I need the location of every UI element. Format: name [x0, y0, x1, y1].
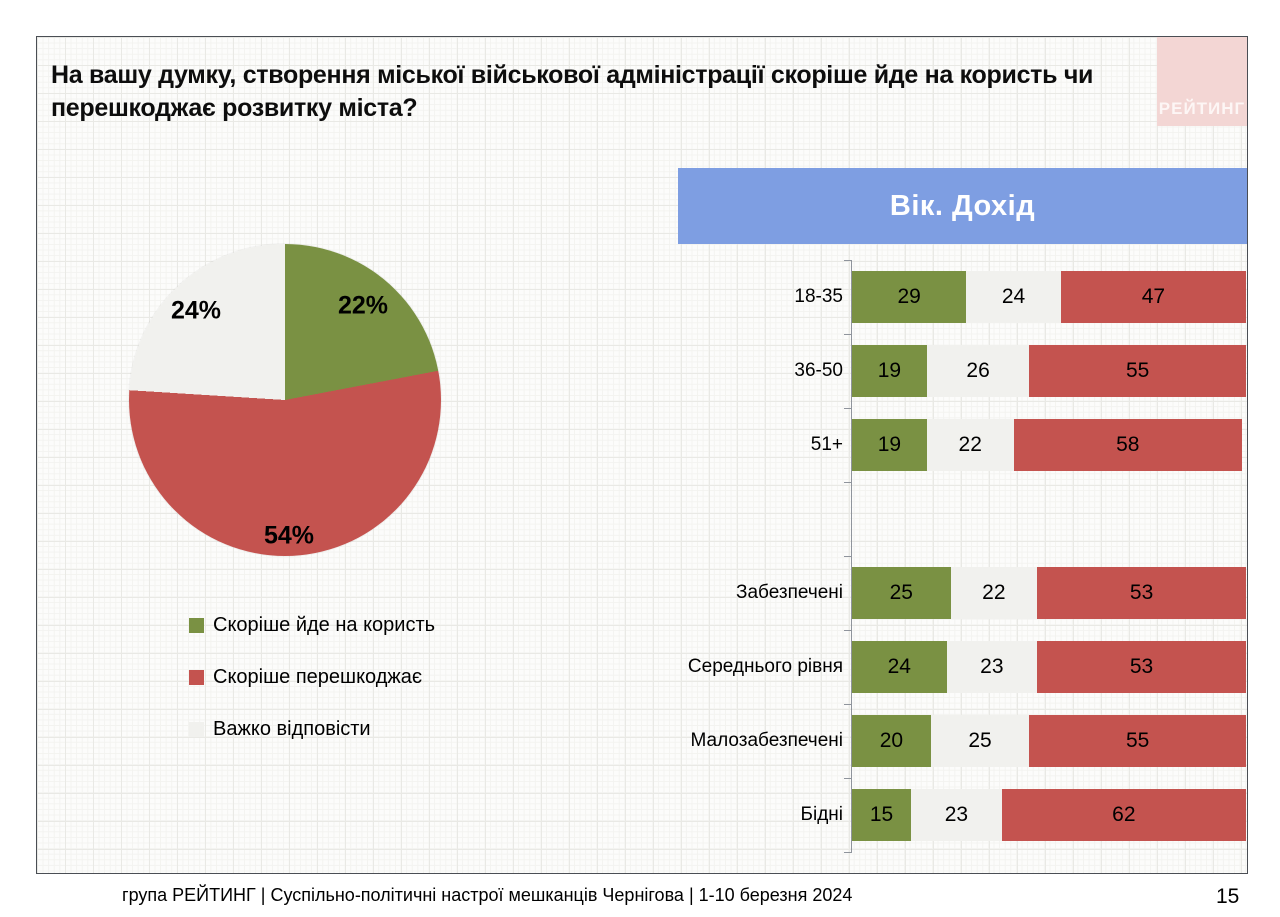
axis-tick — [844, 408, 851, 409]
bar-segment: 20 — [852, 715, 931, 767]
bar-value-label: 23 — [980, 655, 1004, 678]
axis-tick — [844, 556, 851, 557]
pie-value-label-benefit: 22% — [337, 291, 389, 320]
bar-segment: 19 — [852, 345, 927, 397]
bar-segment: 55 — [1029, 345, 1246, 397]
axis-tick — [844, 260, 851, 261]
bar-value-label: 58 — [1116, 433, 1140, 456]
panel-header-label: Вік. Дохід — [889, 189, 1036, 222]
axis-tick — [844, 334, 851, 335]
bar-segment: 23 — [946, 641, 1038, 693]
rating-logo: РЕЙТИНГ — [1157, 37, 1247, 126]
bar-value-label: 15 — [869, 803, 894, 826]
bar-value-label: 25 — [968, 729, 992, 752]
pie-value-label-hard-to-say: 24% — [170, 296, 222, 325]
bar-segment: 22 — [950, 567, 1038, 619]
bar-row: 25 22 53 — [852, 567, 1246, 619]
bar-row: 19 26 55 — [852, 345, 1246, 397]
page-title: На вашу думку, створення міської військо… — [51, 61, 1094, 122]
footer-caption: група РЕЙТИНГ | Суспільно-політичні наст… — [122, 885, 853, 905]
bar-value-label: 22 — [982, 581, 1006, 604]
bar-value-label: 19 — [877, 359, 902, 382]
page-number: 15 — [1216, 885, 1240, 908]
bar-value-label: 22 — [958, 433, 982, 456]
bar-category-label: Середнього рівня — [687, 656, 843, 677]
bar-segment: 62 — [1001, 789, 1246, 841]
bar-segment: 53 — [1037, 567, 1246, 619]
bar-row: 19 22 58 — [852, 419, 1243, 471]
bar-category-label: 36-50 — [794, 360, 843, 381]
green-swatch-icon — [189, 618, 204, 633]
bar-category-label: 51+ — [810, 434, 843, 455]
legend-item-benefit: Скоріше йде на користь — [189, 614, 435, 637]
bar-category-label: 18-35 — [794, 286, 843, 307]
bar-segment: 55 — [1029, 715, 1246, 767]
pie-chart — [129, 244, 441, 556]
bar-value-label: 62 — [1112, 803, 1136, 826]
axis-tick — [844, 482, 851, 483]
bar-row: 24 23 53 — [852, 641, 1246, 693]
bar-value-label: 25 — [889, 581, 913, 604]
bar-segment: 15 — [852, 789, 912, 841]
bar-value-label: 26 — [966, 359, 990, 382]
bar-segment: 23 — [911, 789, 1002, 841]
bar-value-label: 47 — [1141, 285, 1166, 308]
rating-logo-label: РЕЙТИНГ — [1158, 99, 1246, 118]
pie-value-label-hinders: 54% — [263, 521, 315, 550]
axis-tick — [844, 630, 851, 631]
legend-label-hard-to-say: Важко відповісти — [213, 718, 371, 740]
bar-segment: 47 — [1060, 271, 1246, 323]
bar-row: 15 23 62 — [852, 789, 1246, 841]
bar-value-label: 53 — [1129, 581, 1154, 604]
pie-legend: Скоріше йде на користь Скоріше перешкодж… — [189, 614, 435, 741]
bar-value-label: 23 — [944, 803, 969, 826]
bar-segment: 29 — [852, 271, 967, 323]
bar-category-label: Бідні — [800, 804, 844, 825]
bar-segment: 53 — [1037, 641, 1246, 693]
red-swatch-icon — [189, 670, 204, 685]
bar-value-label: 19 — [877, 433, 902, 456]
bar-value-label: 24 — [1001, 285, 1026, 308]
bar-segment: 26 — [926, 345, 1030, 397]
axis-tick — [844, 704, 851, 705]
legend-item-hinders: Скоріше перешкоджає — [189, 666, 435, 689]
bar-value-label: 29 — [897, 285, 921, 308]
axis-tick — [844, 778, 851, 779]
legend-label-hinders: Скоріше перешкоджає — [213, 666, 423, 688]
bar-segment: 24 — [966, 271, 1061, 323]
demographics-panel-header: Вік. Дохід — [678, 168, 1247, 244]
bar-row: 20 25 55 — [852, 715, 1246, 767]
bar-category-label: Малозабезпечені — [690, 730, 843, 751]
bar-chart-axis — [851, 260, 852, 853]
axis-tick — [844, 852, 851, 853]
bar-category-label: Забезпечені — [736, 582, 843, 603]
bar-segment: 25 — [852, 567, 951, 619]
bar-value-label: 20 — [879, 729, 904, 752]
bar-row: 29 24 47 — [852, 271, 1246, 323]
slide: На вашу думку, створення міської військо… — [36, 36, 1248, 874]
bar-segment: 24 — [852, 641, 947, 693]
bar-segment: 58 — [1013, 419, 1243, 471]
legend-item-hard-to-say: Важко відповісти — [189, 718, 435, 741]
bar-value-label: 55 — [1125, 729, 1150, 752]
bar-segment: 25 — [930, 715, 1030, 767]
bar-value-label: 24 — [887, 655, 911, 678]
bar-value-label: 53 — [1129, 655, 1154, 678]
legend-label-benefit: Скоріше йде на користь — [213, 614, 436, 636]
bar-segment: 19 — [852, 419, 927, 471]
bar-value-label: 55 — [1125, 359, 1150, 382]
bar-segment: 22 — [926, 419, 1014, 471]
white-swatch-icon — [189, 722, 204, 737]
